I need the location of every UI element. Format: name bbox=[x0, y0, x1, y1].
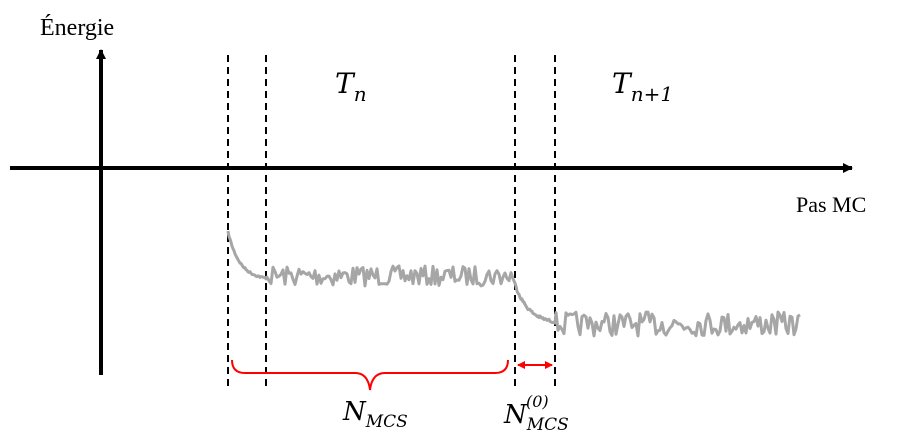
n-mcs0-label: NMCS bbox=[503, 400, 569, 435]
region-label-tn1: Tn+1 bbox=[612, 67, 673, 106]
energy-trace bbox=[226, 230, 801, 338]
n-mcs-label: NMCS bbox=[342, 397, 408, 432]
n-mcs0-superscript: (0) bbox=[526, 392, 549, 411]
n-mcs-brace bbox=[231, 359, 509, 391]
y-axis-label: Énergie bbox=[40, 15, 114, 41]
region-label-tn: Tn bbox=[335, 67, 367, 106]
x-axis-label: Pas MC bbox=[796, 192, 866, 217]
